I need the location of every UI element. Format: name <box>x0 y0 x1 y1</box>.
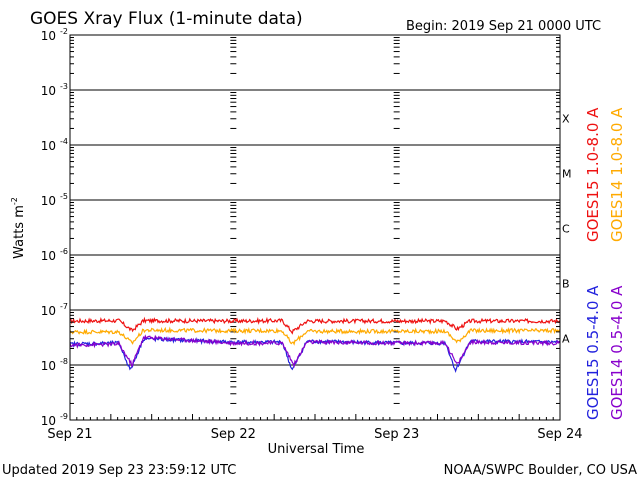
x-axis-label: Universal Time <box>268 442 365 457</box>
y-axis-ticks: 10 -2 10 -3 10 -4 10 -5 10 -6 10 -7 10 -8 10 -9 <box>41 27 560 428</box>
y-tick-base: 10 <box>41 414 56 428</box>
legend-goes14-long: GOES14 1.0-8.0 A <box>608 107 626 242</box>
y-tick-base: 10 <box>41 304 56 318</box>
y-tick-base: 10 <box>41 359 56 373</box>
series-line-4 <box>69 334 561 369</box>
legend-goes15-long: GOES15 1.0-8.0 A <box>584 107 602 242</box>
updated-timestamp: Updated 2019 Sep 23 23:59:12 UTC <box>2 463 236 478</box>
chart-title: GOES Xray Flux (1-minute data) <box>30 9 303 29</box>
y-tick-exponent: -7 <box>60 302 68 311</box>
credit-text: NOAA/SWPC Boulder, CO USA <box>444 463 637 478</box>
y-tick-base: 10 <box>41 29 56 43</box>
y-tick-base: 10 <box>41 194 56 208</box>
flare-class-m: M <box>562 168 572 181</box>
x-tick-label: Sep 21 <box>47 427 92 442</box>
begin-time: Begin: 2019 Sep 21 0000 UTC <box>406 19 601 34</box>
flare-class-x: X <box>562 113 570 126</box>
legend-goes14-short: GOES14 0.5-4.0 A <box>608 285 626 420</box>
y-tick-label: 10 <box>41 359 56 373</box>
y-tick-exponent: -2 <box>60 27 68 36</box>
x-tick-label: Sep 24 <box>537 427 582 442</box>
plot-frame <box>69 34 561 421</box>
y-tick-label: 10 <box>41 29 56 43</box>
y-tick-exponent: -9 <box>60 412 68 421</box>
y-tick-base: 10 <box>41 84 56 98</box>
x-tick-label: Sep 23 <box>374 427 419 442</box>
series-line-1 <box>69 316 561 335</box>
y-tick-base: 10 <box>41 139 56 153</box>
plot-series <box>69 316 561 373</box>
plot-grid <box>70 37 560 420</box>
flare-class-c: C <box>562 223 570 236</box>
y-tick-exponent: -4 <box>60 137 68 146</box>
x-tick-label: Sep 22 <box>211 427 256 442</box>
flare-class-b: B <box>562 278 570 291</box>
y-tick-exponent: -5 <box>60 192 68 201</box>
y-tick-label: 10 <box>41 84 56 98</box>
y-tick-label: 10 <box>41 194 56 208</box>
flare-class-labels: X M C B A <box>562 113 572 346</box>
y-tick-exponent: -8 <box>60 357 68 366</box>
y-axis-label: Watts m-2 <box>10 197 27 259</box>
x-axis-ticks: Sep 21 Sep 22 Sep 23 Sep 24 <box>47 427 582 442</box>
y-tick-exponent: -3 <box>60 82 68 91</box>
y-tick-label: 10 <box>41 414 56 428</box>
series-line-2 <box>69 326 561 346</box>
legend-goes15-short: GOES15 0.5-4.0 A <box>584 285 602 420</box>
y-tick-base: 10 <box>41 249 56 263</box>
y-axis-label-exponent: -2 <box>10 197 19 205</box>
y-tick-exponent: -6 <box>60 247 68 256</box>
y-tick-label: 10 <box>41 249 56 263</box>
flare-class-a: A <box>562 333 570 346</box>
y-axis-label-text: Watts m <box>12 205 27 259</box>
y-tick-label: 10 <box>41 139 56 153</box>
y-tick-label: 10 <box>41 304 56 318</box>
